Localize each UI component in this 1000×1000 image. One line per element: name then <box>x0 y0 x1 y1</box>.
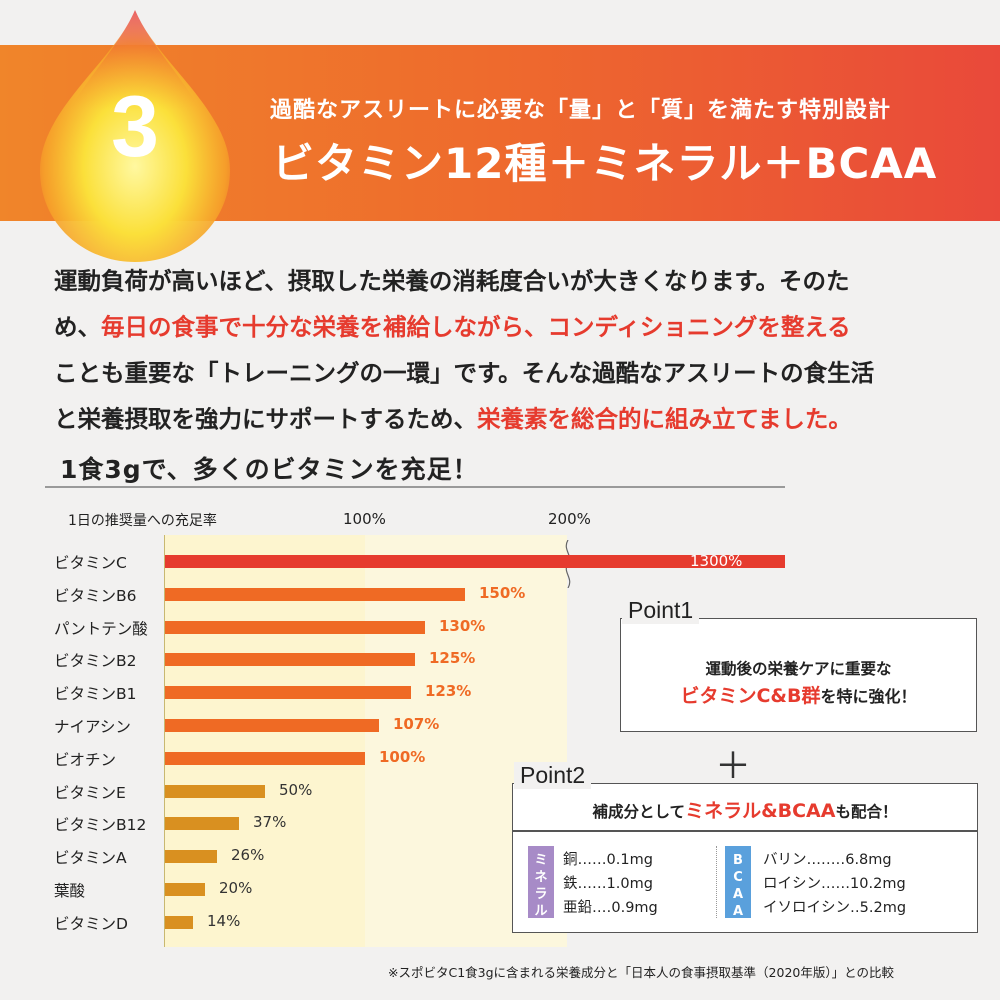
tick-label-200: 200% <box>548 510 591 528</box>
bar-value-label: 20% <box>219 879 253 897</box>
header-subtitle: 過酷なアスリートに必要な「量」と「質」を満たす特別設計 <box>270 98 892 123</box>
drop-icon <box>40 10 230 262</box>
bar-value-label: 100% <box>379 747 426 766</box>
bar-label: ビタミンB2 <box>54 652 137 671</box>
bar <box>165 817 239 831</box>
section-heading: 1食3gで、多くのビタミンを充足！ <box>60 455 479 484</box>
bar <box>165 686 411 700</box>
bar <box>165 587 465 601</box>
bar <box>165 719 379 732</box>
bar-value-label: 107% <box>393 715 440 733</box>
mineral-item-zinc: 亜鉛‥‥0.9mg <box>563 900 658 916</box>
chart-axis-title: 1日の推奨量への充足率 <box>68 513 217 529</box>
intro-text: ことも重要な「トレーニングの一環」です。そんな過酷なアスリートの食生活 <box>54 359 875 387</box>
bar-label: ビタミンC <box>54 554 127 572</box>
bar-label: ビタミンB12 <box>54 816 147 835</box>
bar-label: ビタミンE <box>54 783 126 802</box>
bar-value-label: 130% <box>439 616 486 635</box>
plus-sign: ＋ <box>715 746 752 787</box>
point2-headline: 補成分としてミネラル&BCAAも配合！ <box>513 796 977 823</box>
bcaa-item-valine: バリン‥‥‥‥6.8mg <box>763 852 892 868</box>
intro-line: ことも重要な「トレーニングの一環」です。そんな過酷なアスリートの食生活 <box>54 350 964 396</box>
bar <box>165 555 785 568</box>
bcaa-item-isoleucine: イソロイシン‥5.2mg <box>763 900 907 916</box>
section-number: 3 <box>111 79 159 175</box>
bar <box>165 850 217 864</box>
intro-highlight: 栄養素を総合的に組み立てました。 <box>477 405 852 433</box>
chart-band-0-100 <box>164 535 365 947</box>
point2-tag: Point2 <box>514 762 592 789</box>
bar-label: ナイアシン <box>54 718 131 736</box>
mineral-item-iron: 鉄‥‥‥1.0mg <box>563 876 653 892</box>
bar-label: ビタミンB1 <box>54 685 137 704</box>
bar-value-label: 14% <box>207 911 241 930</box>
bcaa-item-leucine: ロイシン‥‥‥10.2mg <box>763 876 906 892</box>
point2-rule <box>513 830 977 832</box>
point1-box: 運動後の栄養ケアに重要な ビタミンC&B群を特に強化！ <box>620 618 977 732</box>
intro-highlight: 毎日の食事で十分な栄養を補給しながら、コンディショニングを整える <box>101 313 851 341</box>
point1-line2: ビタミンC&B群を特に強化！ <box>621 681 976 708</box>
bar-value-label: 26% <box>231 846 265 865</box>
bar-value-label: 123% <box>425 682 472 701</box>
minerals-label: ミネラル <box>528 846 554 919</box>
bar-label: ビタミンB6 <box>54 586 137 605</box>
bar <box>165 784 265 798</box>
chart-axis-line <box>164 535 165 947</box>
point1-highlight: ビタミンC&B群 <box>680 685 821 707</box>
intro-line: 運動負荷が高いほど、摂取した栄養の消耗度合いが大きくなります。そのた <box>54 258 964 304</box>
point1-line1: 運動後の栄養ケアに重要な <box>705 660 892 678</box>
bar-label: 葉酸 <box>54 882 86 900</box>
bar-label: パントテン酸 <box>54 619 148 638</box>
bar <box>165 620 425 634</box>
bar-label: ビオチン <box>54 750 117 769</box>
header-title: ビタミン12種＋ミネラル＋BCAA <box>272 139 938 188</box>
intro-text: 運動負荷が高いほど、摂取した栄養の消耗度合いが大きくなります。そのた <box>54 267 850 295</box>
point1-suffix: を特に強化！ <box>820 687 917 706</box>
intro-text: め、 <box>54 313 101 341</box>
footnote: ※スポビタC1食3gに含まれる栄養成分と「日本人の食事摂取基準（2020年版）」… <box>388 965 894 980</box>
point1-tag: Point1 <box>622 597 700 624</box>
intro-text: と栄養摂取を強力にサポートするため、 <box>54 405 477 433</box>
bar-value-label: 1300% <box>690 552 743 570</box>
point2-divider <box>716 846 717 918</box>
point2-highlight: ミネラル&BCAA <box>685 800 836 822</box>
bar <box>165 653 415 667</box>
intro-line: め、毎日の食事で十分な栄養を補給しながら、コンディショニングを整える <box>54 304 964 350</box>
intro-paragraph: 運動負荷が高いほど、摂取した栄養の消耗度合いが大きくなります。そのた め、毎日の食… <box>54 258 964 442</box>
bar <box>165 751 365 765</box>
heading-rule <box>45 486 785 488</box>
bar-value-label: 125% <box>429 649 476 668</box>
bar <box>165 915 193 929</box>
intro-line: と栄養摂取を強力にサポートするため、栄養素を総合的に組み立てました。 <box>54 396 964 442</box>
mineral-item-copper: 銅‥‥‥0.1mg <box>563 852 653 868</box>
bar-label: ビタミンA <box>54 849 127 868</box>
bar-value-label: 50% <box>279 780 313 799</box>
point2-suffix: も配合！ <box>835 803 898 821</box>
tick-label-100: 100% <box>343 510 386 528</box>
point2-box: 補成分としてミネラル&BCAAも配合！ ミネラル 銅‥‥‥0.1mg 鉄‥‥‥1… <box>512 783 978 933</box>
bar-label: ビタミンD <box>54 914 128 933</box>
bar <box>165 883 205 896</box>
point2-prefix: 補成分として <box>592 803 686 821</box>
bar-value-label: 150% <box>479 583 526 602</box>
bar-value-label: 37% <box>253 813 287 832</box>
